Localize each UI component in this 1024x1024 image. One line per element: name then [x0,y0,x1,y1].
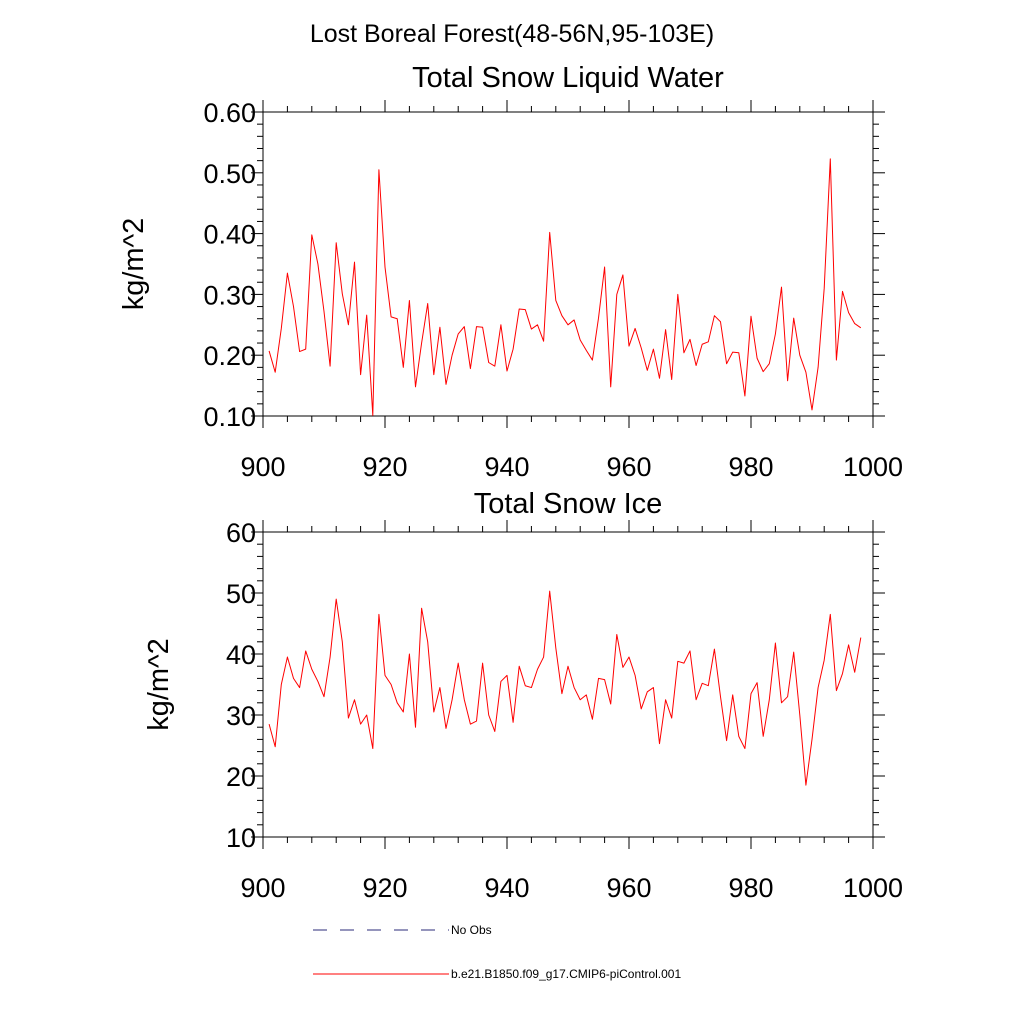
legend-label-model-run: b.e21.B1850.f09_g17.CMIP6-piControl.001 [451,967,681,981]
panel-total-snow-ice: Total Snow Ice kg/m^2 10 20 30 40 50 60 900 920 94… [143,488,903,903]
x-tick-label: 940 [484,452,529,482]
x-tick-label: 920 [362,873,407,903]
x-tick-label: 920 [362,452,407,482]
y-tick-label: 0.40 [203,220,256,250]
x-tick-label: 900 [240,873,285,903]
chart-title: Total Snow Ice [474,488,663,520]
x-tick-label: 980 [728,452,773,482]
plot-frame [262,531,874,838]
x-tick-label: 960 [606,873,651,903]
y-tick-label: 0.60 [203,98,256,128]
y-axis-label: kg/m^2 [143,638,175,731]
figure-title: Lost Boreal Forest(48-56N,95-103E) [310,20,714,48]
panel-total-snow-liquid-water: Total Snow Liquid Water kg/m^2 0.10 0.20 0.3… [118,62,903,482]
x-tick-label: 1000 [843,873,903,903]
chart-title: Total Snow Liquid Water [412,62,724,94]
y-tick-label: 30 [226,701,256,731]
x-tick-label: 1000 [843,452,903,482]
y-tick-label: 60 [226,518,256,548]
y-tick-label: 10 [226,823,256,853]
x-tick-label: 960 [606,452,651,482]
y-tick-label: 20 [226,762,256,792]
x-tick-label: 980 [728,873,773,903]
y-tick-label: 0.20 [203,341,256,371]
y-tick-label: 40 [226,640,256,670]
x-tick-label: 940 [484,873,529,903]
y-tick-label: 0.50 [203,159,256,189]
y-tick-label: 0.30 [203,280,256,310]
legend-label-no-obs: No Obs [451,923,492,937]
y-tick-label: 50 [226,579,256,609]
plot-frame [262,111,874,417]
legend: No Obs b.e21.B1850.f09_g17.CMIP6-piContr… [313,923,681,981]
x-tick-label: 900 [240,452,285,482]
series-line [268,158,862,416]
series-line [268,590,862,786]
y-tick-label: 0.10 [203,402,256,432]
y-axis-label: kg/m^2 [118,218,150,311]
